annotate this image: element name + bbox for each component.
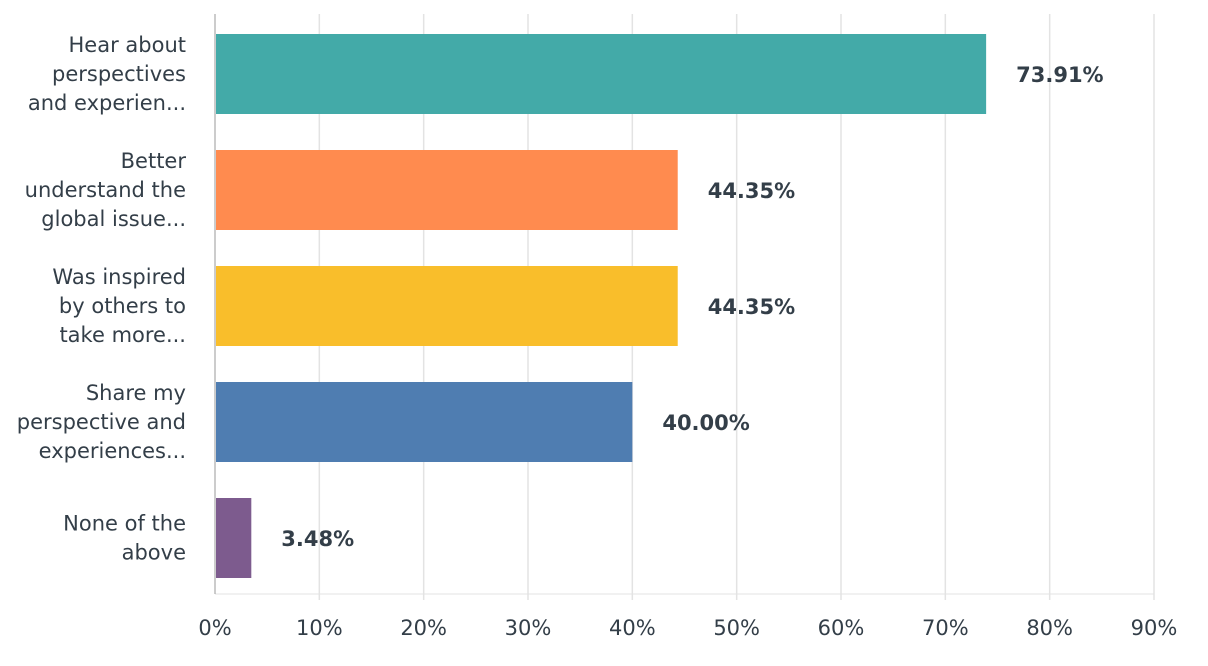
bar <box>216 498 252 578</box>
x-tick-label: 40% <box>609 616 656 640</box>
bar-value-label: 3.48% <box>281 527 354 551</box>
bar <box>216 382 633 462</box>
category-label: None of the above <box>63 512 186 565</box>
x-tick-labels: 0% 10% 20% 30% 40% 50% 60% 70% 80% 90% <box>198 616 1177 640</box>
x-tick-label: 0% <box>198 616 231 640</box>
category-label: Better understand the global issue... <box>25 149 187 231</box>
x-tick-label: 20% <box>400 616 447 640</box>
category-label: Share my perspective and experiences... <box>17 381 186 463</box>
x-tick-label: 50% <box>713 616 760 640</box>
x-tick-label: 80% <box>1026 616 1073 640</box>
x-tick-label: 60% <box>818 616 865 640</box>
bar <box>216 34 987 114</box>
category-label: Hear about perspectives and experien... <box>28 33 186 115</box>
bars <box>216 34 987 578</box>
bar <box>216 150 678 230</box>
bar-value-label: 44.35% <box>708 295 795 319</box>
value-labels: 73.91% 44.35% 44.35% 40.00% 3.48% <box>281 63 1103 551</box>
x-tick-label: 30% <box>505 616 552 640</box>
bar <box>216 266 678 346</box>
category-label: Was inspired by others to take more... <box>52 265 186 347</box>
x-tick-label: 70% <box>922 616 969 640</box>
category-labels: Hear about perspectives and experien... Bet… <box>17 33 187 565</box>
bar-value-label: 73.91% <box>1016 63 1103 87</box>
x-tick-label: 10% <box>296 616 343 640</box>
bar-value-label: 44.35% <box>708 179 795 203</box>
x-tick-label: 90% <box>1131 616 1178 640</box>
bar-value-label: 40.00% <box>662 411 749 435</box>
